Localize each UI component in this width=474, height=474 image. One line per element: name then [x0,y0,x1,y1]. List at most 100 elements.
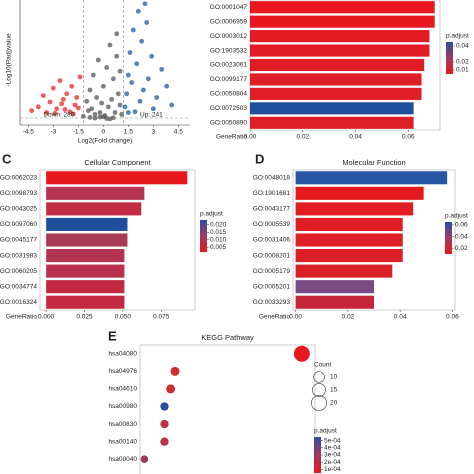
y-tick-label: GO:0016324 [0,299,37,306]
legend-tick-label: 0.04 [455,233,468,240]
bar [46,202,142,216]
point [119,111,125,117]
point [145,76,151,82]
bar [250,58,425,72]
bar [46,233,128,247]
bar [295,186,424,200]
bar [295,280,374,294]
legend-tick-label: 0.010 [210,237,227,244]
bar [250,102,414,115]
x-axis-label: Log2(Fold change) [78,138,133,145]
y-tick-label: GO:0023061 [210,62,248,69]
y-tick-label: GO:0050804 [210,91,248,98]
point [140,87,146,93]
dot [140,455,149,464]
x-tick-label: 4.5 [174,129,183,136]
bar [250,30,430,43]
x-axis-label: GeneRatio [259,314,290,321]
bar [46,217,128,231]
x-tick-label: 0.06 [446,314,459,321]
legend-title: p.adjust [200,211,223,218]
plot-frame [39,169,196,311]
bar [250,44,430,57]
legend-tick-label: 1e-04 [324,466,341,473]
bar [295,217,403,231]
y-axis-label: -Log10(Padj)value [6,33,13,87]
y-tick-label: hsa00040 [108,456,137,463]
legend-label: Up: 241 [140,112,163,119]
dot [160,437,169,446]
point [97,110,103,115]
point [110,76,116,82]
point [142,1,148,7]
bar [46,171,188,185]
plot-frame [139,344,316,474]
y-tick-label: GO:0062023 [0,174,37,181]
y-tick-label: hsa00830 [108,421,137,428]
point [69,83,75,89]
bar [46,280,125,294]
point [59,101,65,107]
point [125,72,131,78]
x-tick-label: 0.02 [296,134,309,141]
point [50,85,56,91]
point [100,114,106,120]
point [77,74,83,80]
point [154,95,160,100]
y-tick-label: GO:0031406 [253,237,291,244]
bar [46,295,125,309]
dot [160,402,169,411]
point [90,72,96,78]
y-tick-label: hsa04080 [108,351,137,358]
legend-dot [312,383,326,397]
legend-dot [313,371,325,383]
y-tick-label: GO:0097060 [0,221,37,228]
legend-tick-label: 4e-04 [324,445,341,452]
colorbar [200,220,207,252]
x-tick-label: 0.04 [349,134,362,141]
y-tick-label: GO:0034774 [0,283,37,290]
legend-tick-label: 0.005 [210,244,227,251]
point [87,114,93,120]
y-tick-label: hsa04610 [108,386,137,393]
x-tick-label: 0.050 [115,314,132,321]
legend-label: 15 [330,387,338,394]
x-tick-label: 0.075 [153,314,170,321]
point [107,116,113,122]
x-tick-label: -3 [50,129,56,136]
point [92,115,98,121]
x-tick-label: 1.5 [124,129,133,136]
point [122,104,128,110]
y-tick-label: hsa00140 [108,438,137,445]
y-tick-label: hsa00980 [108,403,137,410]
legend-label: 10 [330,374,338,381]
point [40,93,46,99]
panel-label: C [2,151,12,166]
x-tick-label: 3 [152,129,156,136]
y-tick-label: GO:1901681 [253,190,291,197]
x-axis-label: GeneRatio [6,314,37,321]
dot [160,419,169,429]
bar [46,186,145,200]
x-tick-label: 0.025 [76,314,93,321]
x-tick-label: 0.00 [244,134,257,141]
x-tick-label: 0 [102,129,106,136]
bar [46,249,125,263]
x-tick-label: 0.00 [289,314,302,321]
panel-label: E [108,328,117,343]
y-tick-label: GO:0033293 [253,299,291,306]
point [114,31,120,37]
chart-title: Molecular Function [342,158,405,167]
point [74,95,80,100]
y-tick-label: GO:0043025 [0,206,37,213]
x-axis-label: GeneRatio [216,134,247,141]
bar [250,87,422,100]
point [135,8,141,14]
bar [295,202,414,216]
point [149,53,155,59]
x-tick-label: -1.5 [73,129,85,136]
point [57,78,63,84]
point [47,99,53,105]
point [92,111,98,117]
dot [293,345,310,362]
